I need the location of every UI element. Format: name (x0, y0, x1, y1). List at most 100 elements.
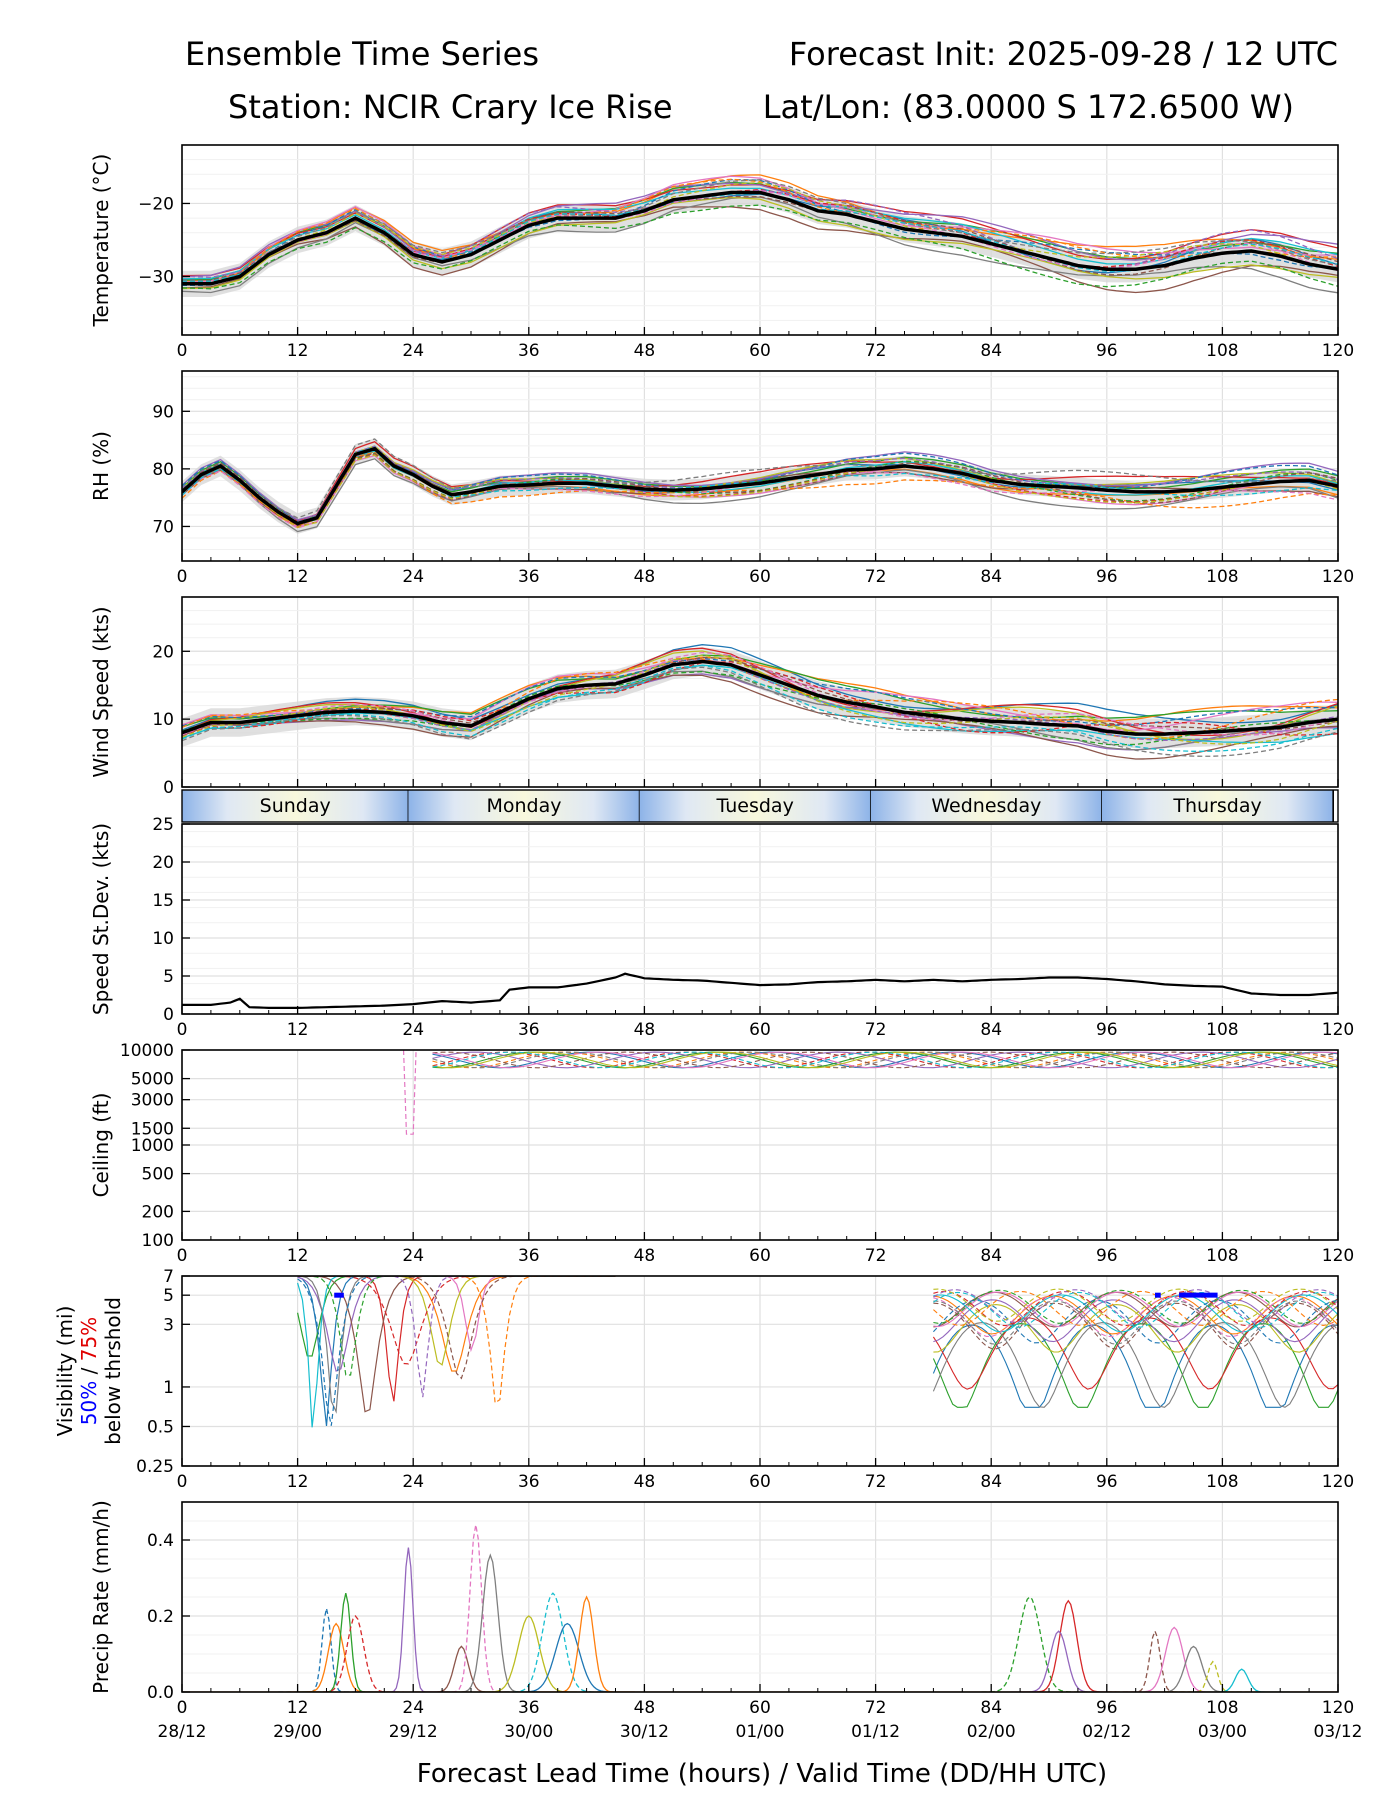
x-tick-label: 36 (518, 1472, 540, 1492)
ensemble-member-line (182, 670, 1338, 746)
ensemble-member-line (182, 178, 1338, 284)
y-tick-label: 90 (152, 402, 174, 422)
ceiling-member-line (432, 1051, 1338, 1069)
ensemble-member-line (182, 181, 1338, 285)
x-tick-label: 60 (749, 1698, 771, 1718)
x-tick-label: 96 (1096, 1472, 1118, 1492)
y-tick-label: 7 (163, 1267, 174, 1287)
ensemble-member-line (182, 179, 1338, 283)
y-tick-label: 10 (152, 929, 174, 949)
ensemble-member-line (182, 674, 1338, 760)
x-tick-label: 36 (518, 1246, 540, 1266)
x-tick-label: 0 (177, 1472, 188, 1492)
visibility-member-line (297, 1276, 616, 1426)
ensemble-member-line (182, 458, 1338, 533)
x-tick-label: 60 (749, 567, 771, 587)
visibility-member-line (933, 1300, 1338, 1345)
visibility-member-line (932, 1299, 1338, 1344)
ensemble-member-line (182, 644, 1338, 731)
x-tick-label: 24 (402, 1472, 424, 1492)
visibility-member-line (297, 1276, 616, 1376)
x-tick-label: 72 (865, 1020, 887, 1040)
valid-time-label: 30/00 (504, 1722, 553, 1742)
precip-member-line (442, 1553, 539, 1692)
x-tick-label: 84 (980, 567, 1002, 587)
y-tick-label: 0 (163, 1005, 174, 1025)
ensemble-member-line (182, 175, 1338, 283)
x-tick-label: 24 (402, 1020, 424, 1040)
day-label: Thursday (1172, 795, 1261, 817)
y-tick-label: 25 (152, 815, 174, 835)
x-tick-label: 12 (287, 1472, 309, 1492)
panel-wind_speed: 0 10 20 Wind Speed (kts) (89, 596, 1339, 798)
x-tick-label: 48 (634, 341, 656, 361)
x-tick-label: 12 (287, 341, 309, 361)
y-tick-label: 0 (163, 778, 174, 798)
precip-member-line (1010, 1630, 1107, 1692)
precip-member-line (1020, 1599, 1117, 1692)
y-tick-label: 10000 (120, 1041, 174, 1061)
precip-member-line (1164, 1660, 1261, 1692)
x-tick-label: 120 (1322, 341, 1354, 361)
precip-member-line (538, 1595, 635, 1692)
y-tick-label: 5000 (131, 1070, 174, 1090)
precip-member-line (1145, 1645, 1242, 1692)
ceiling-member-line (432, 1051, 1338, 1069)
day-band: Sunday Monday Tuesday Wednesday Thursday (181, 789, 1339, 823)
x-tick-label: 120 (1322, 1020, 1354, 1040)
y-axis-title: Wind Speed (kts) (89, 606, 113, 777)
ensemble-member-line (182, 174, 1338, 282)
visibility-member-line (297, 1276, 616, 1398)
precip-member-line (1193, 1668, 1290, 1692)
threshold-caption: below thrshold (101, 1297, 125, 1445)
x-tick-label: 24 (402, 341, 424, 361)
ensemble-member-line (182, 666, 1338, 757)
day-label: Tuesday (716, 795, 794, 817)
visibility-member-line (933, 1291, 1338, 1328)
y-tick-label: 3000 (131, 1091, 174, 1111)
day-label: Sunday (260, 795, 331, 817)
precip-member-line (297, 1593, 394, 1692)
x-tick-label: 48 (634, 1246, 656, 1266)
ceiling-member-dip (402, 1050, 417, 1135)
x-tick-label: 120 (1322, 1246, 1354, 1266)
y-axis-title: Precip Rate (mm/h) (89, 1500, 113, 1694)
visibility-member-line (933, 1289, 1338, 1324)
x-tick-label: 96 (1096, 1246, 1118, 1266)
y-tick-label: 0.25 (136, 1457, 174, 1477)
visibility-member-line (933, 1291, 1338, 1328)
x-tick-label: 72 (865, 1698, 887, 1718)
x-tick-label: 96 (1096, 1020, 1118, 1040)
threshold-50pct: 50% (77, 1381, 101, 1425)
x-tick-label: 36 (518, 341, 540, 361)
valid-time-label: 01/12 (851, 1722, 900, 1742)
x-tick-label: 48 (634, 1020, 656, 1040)
valid-time-label: 28/12 (158, 1722, 207, 1742)
visibility-member-line (933, 1291, 1338, 1328)
visibility-member-line (297, 1276, 616, 1366)
visibility-member-line (933, 1299, 1338, 1343)
precip-member-line (288, 1622, 385, 1692)
visibility-member-line (933, 1290, 1338, 1326)
y-axis-title: Speed St.Dev. (kts) (89, 823, 113, 1015)
visibility-member-line (933, 1289, 1338, 1323)
x-tick-label: 60 (749, 1020, 771, 1040)
plot-area: −30−200 12 24 36 48 60 72 84 96 108 120Temperature… (53, 144, 1363, 1742)
visibility-member-line (297, 1276, 616, 1365)
x-tick-label: 48 (634, 1698, 656, 1718)
y-tick-label: 20 (152, 642, 174, 662)
ensemble-member-line (182, 195, 1338, 281)
precip-member-line (504, 1592, 601, 1692)
x-tick-label: 72 (865, 567, 887, 587)
valid-time-label: 02/00 (967, 1722, 1016, 1742)
x-tick-label: 0 (177, 1246, 188, 1266)
x-tick-label: 36 (518, 567, 540, 587)
threshold-legend: 50% / 75% (77, 1317, 101, 1425)
x-tick-label: 0 (177, 567, 188, 587)
y-tick-label: 0.5 (147, 1417, 174, 1437)
x-tick-label: 48 (634, 567, 656, 587)
series-group (182, 644, 1338, 760)
ensemble-member-line (182, 196, 1338, 290)
valid-time-label: 03/12 (1314, 1722, 1363, 1742)
visibility-member-line (932, 1323, 1338, 1408)
